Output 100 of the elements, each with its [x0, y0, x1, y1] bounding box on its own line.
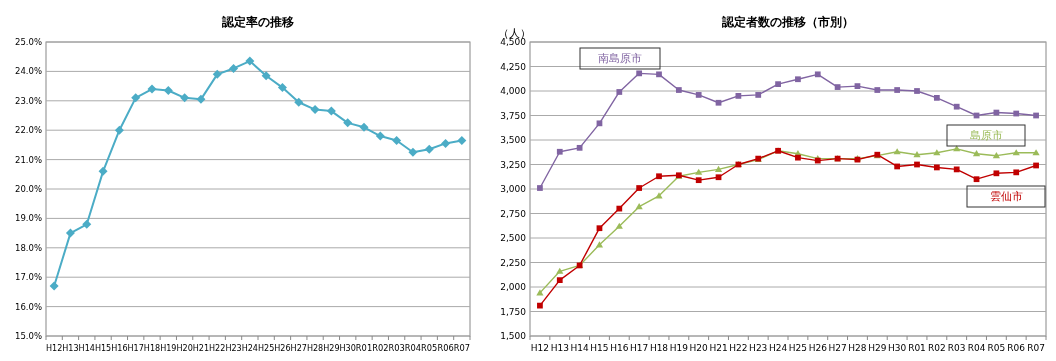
point — [933, 164, 940, 171]
y-tick-label: 24.0% — [14, 66, 42, 77]
point — [775, 81, 781, 88]
point — [616, 205, 623, 212]
x-tick-label: H19 — [160, 343, 178, 353]
x-tick-label: H12 — [46, 343, 64, 353]
x-tick-label: H21 — [709, 343, 728, 353]
point — [114, 125, 124, 135]
y-tick-label: 3,000 — [500, 184, 527, 195]
point — [457, 135, 467, 145]
point — [893, 148, 901, 155]
point — [874, 87, 881, 93]
point — [675, 87, 682, 93]
x-tick-label: H12 — [530, 343, 550, 353]
point — [1033, 162, 1039, 169]
point — [635, 203, 643, 210]
point — [1032, 149, 1040, 156]
point — [163, 86, 173, 96]
y-tick-label: 20.0% — [14, 183, 42, 194]
point — [993, 170, 1000, 177]
y-tick-label: 21.0% — [14, 154, 42, 165]
y-tick-label: 22.0% — [14, 125, 42, 136]
point — [894, 87, 901, 93]
x-tick-label: R07 — [453, 343, 471, 353]
y-tick-label: 2,500 — [500, 233, 527, 244]
point — [615, 222, 623, 229]
x-tick-label: H18 — [649, 343, 669, 353]
chart-title: 認定者数の推移（市別） — [721, 15, 854, 29]
point — [294, 97, 304, 107]
x-tick-label: H22 — [209, 343, 227, 353]
point — [616, 89, 623, 95]
x-tick-label: R04 — [404, 343, 422, 353]
point — [131, 93, 141, 103]
x-tick-label: H15 — [590, 343, 609, 353]
x-tick-label: R01 — [908, 343, 926, 353]
x-tick-label: H13 — [62, 343, 80, 353]
x-tick-label: R03 — [947, 343, 966, 353]
y-tick-label: 19.0% — [14, 213, 42, 224]
point — [992, 152, 1000, 159]
point — [392, 135, 402, 145]
point — [913, 151, 921, 158]
y-tick-label: 4,000 — [500, 86, 527, 97]
x-tick-label: H22 — [729, 343, 748, 353]
x-tick-label: H28 — [306, 343, 325, 353]
x-tick-label: H19 — [669, 343, 689, 353]
point — [596, 120, 603, 127]
y-tick-label: 1,750 — [500, 306, 527, 317]
y-tick-label: 2,250 — [500, 257, 527, 268]
series-label: 南島原市 — [598, 52, 642, 66]
x-tick-label: H28 — [848, 343, 867, 353]
point — [556, 267, 564, 274]
point — [424, 144, 434, 154]
point — [537, 185, 543, 191]
point — [695, 177, 702, 184]
point — [953, 166, 960, 173]
y-tick-label: 3,250 — [500, 159, 527, 170]
x-tick-label: R01 — [355, 343, 373, 353]
point — [834, 84, 841, 90]
point — [180, 93, 190, 103]
y-tick-label: 1,500 — [500, 331, 527, 342]
x-tick-label: H15 — [94, 343, 113, 353]
point — [375, 131, 385, 141]
x-tick-label: R05 — [421, 343, 439, 353]
point — [261, 71, 271, 81]
point — [1012, 149, 1020, 156]
point — [1033, 112, 1039, 119]
x-tick-label: H27 — [828, 343, 847, 353]
point — [556, 277, 563, 284]
point — [814, 71, 821, 78]
point — [656, 173, 662, 180]
x-tick-label: H16 — [610, 343, 629, 353]
point — [1013, 110, 1020, 117]
y-tick-label: 4,250 — [500, 61, 527, 72]
point — [408, 147, 418, 157]
x-tick-label: R06 — [437, 343, 455, 353]
point — [49, 281, 59, 291]
point — [714, 165, 723, 172]
x-tick-label: R05 — [987, 343, 1006, 353]
point — [735, 93, 742, 99]
point — [82, 219, 92, 229]
point — [695, 92, 702, 98]
x-tick-label: H14 — [570, 343, 589, 353]
y-tick-label: 23.0% — [14, 95, 42, 106]
point — [933, 94, 940, 101]
point — [854, 83, 861, 89]
point — [972, 150, 981, 157]
point — [596, 225, 603, 232]
x-tick-label: R06 — [1007, 343, 1026, 353]
x-tick-label: H26 — [274, 343, 292, 353]
x-tick-label: H26 — [808, 343, 828, 353]
x-tick-label: H17 — [630, 343, 649, 353]
point — [1013, 169, 1020, 176]
point — [656, 71, 662, 78]
point — [973, 176, 980, 183]
y-tick-label: 3,750 — [500, 110, 527, 121]
x-tick-label: H29 — [323, 343, 341, 353]
point — [636, 185, 643, 191]
x-tick-label: H29 — [868, 343, 887, 353]
y-tick-label: 17.0% — [14, 272, 42, 283]
x-tick-label: R07 — [1027, 343, 1045, 353]
